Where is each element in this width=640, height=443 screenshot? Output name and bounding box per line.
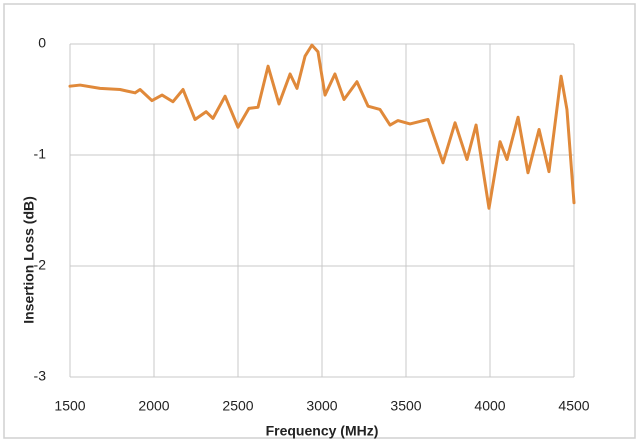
- x-tick-label: 2500: [222, 398, 253, 414]
- x-tick-label: 3500: [390, 398, 421, 414]
- x-tick-label: 3000: [306, 398, 337, 414]
- y-tick-label: 0: [38, 35, 46, 51]
- x-tick-label: 2000: [138, 398, 169, 414]
- x-tick-label: 4000: [474, 398, 505, 414]
- y-axis-title: Insertion Loss (dB): [21, 196, 37, 324]
- x-axis-title: Frequency (MHz): [266, 423, 379, 439]
- y-tick-label: -1: [34, 146, 47, 162]
- x-tick-label: 1500: [54, 398, 85, 414]
- chart-frame: [3, 3, 636, 439]
- y-tick-label: -3: [34, 368, 47, 384]
- data-line: [68, 43, 576, 210]
- x-tick-label: 4500: [558, 398, 589, 414]
- y-tick-label: -2: [34, 257, 47, 273]
